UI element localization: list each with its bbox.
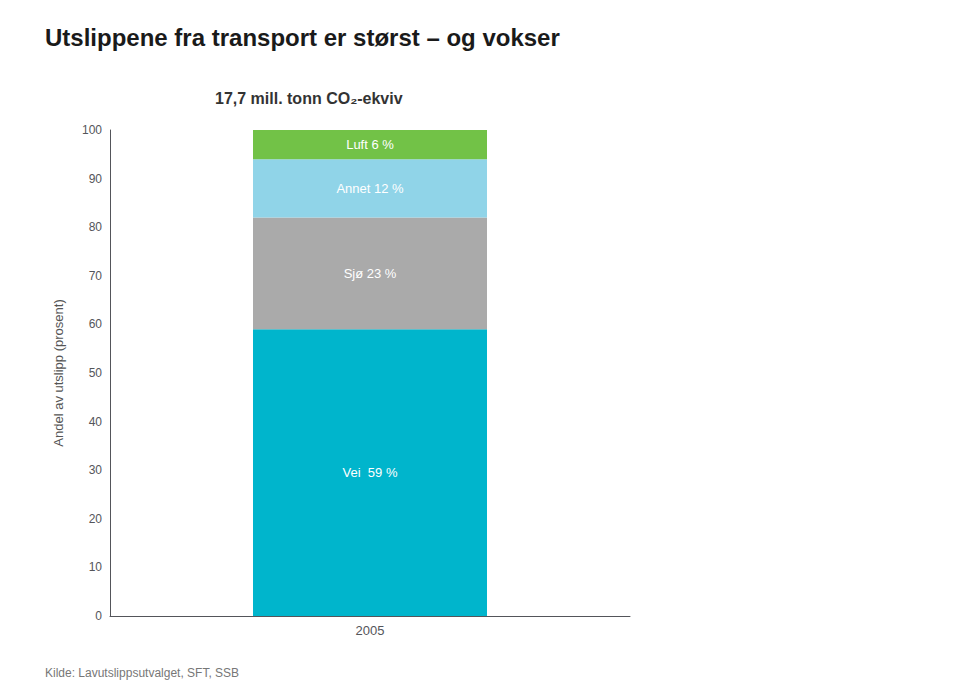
svg-text:Utslippene fra transport er st: Utslippene fra transport er størst – og …: [45, 24, 560, 51]
svg-text:Annet 12 %: Annet 12 %: [336, 181, 404, 196]
svg-text:40: 40: [89, 415, 103, 429]
svg-text:Vei 59 %: Vei 59 %: [343, 465, 398, 480]
svg-text:Luft 6 %: Luft 6 %: [346, 137, 394, 152]
svg-text:Andel av utslipp (prosent): Andel av utslipp (prosent): [51, 299, 66, 446]
svg-text:20: 20: [89, 512, 103, 526]
svg-text:70: 70: [89, 269, 103, 283]
svg-text:50: 50: [89, 366, 103, 380]
svg-text:30: 30: [89, 463, 103, 477]
svg-text:Sjø 23 %: Sjø 23 %: [344, 266, 397, 281]
svg-text:80: 80: [89, 220, 103, 234]
svg-text:90: 90: [89, 172, 103, 186]
svg-text:0: 0: [95, 609, 102, 623]
svg-text:2005: 2005: [356, 623, 385, 638]
svg-text:10: 10: [89, 560, 103, 574]
svg-text:100: 100: [82, 123, 102, 137]
svg-text:Kilde: Lavutslippsutvalget, SF: Kilde: Lavutslippsutvalget, SFT, SSB: [45, 666, 239, 680]
svg-text:60: 60: [89, 317, 103, 331]
svg-text:17,7 mill. tonn CO₂-ekviv: 17,7 mill. tonn CO₂-ekviv: [215, 90, 403, 107]
